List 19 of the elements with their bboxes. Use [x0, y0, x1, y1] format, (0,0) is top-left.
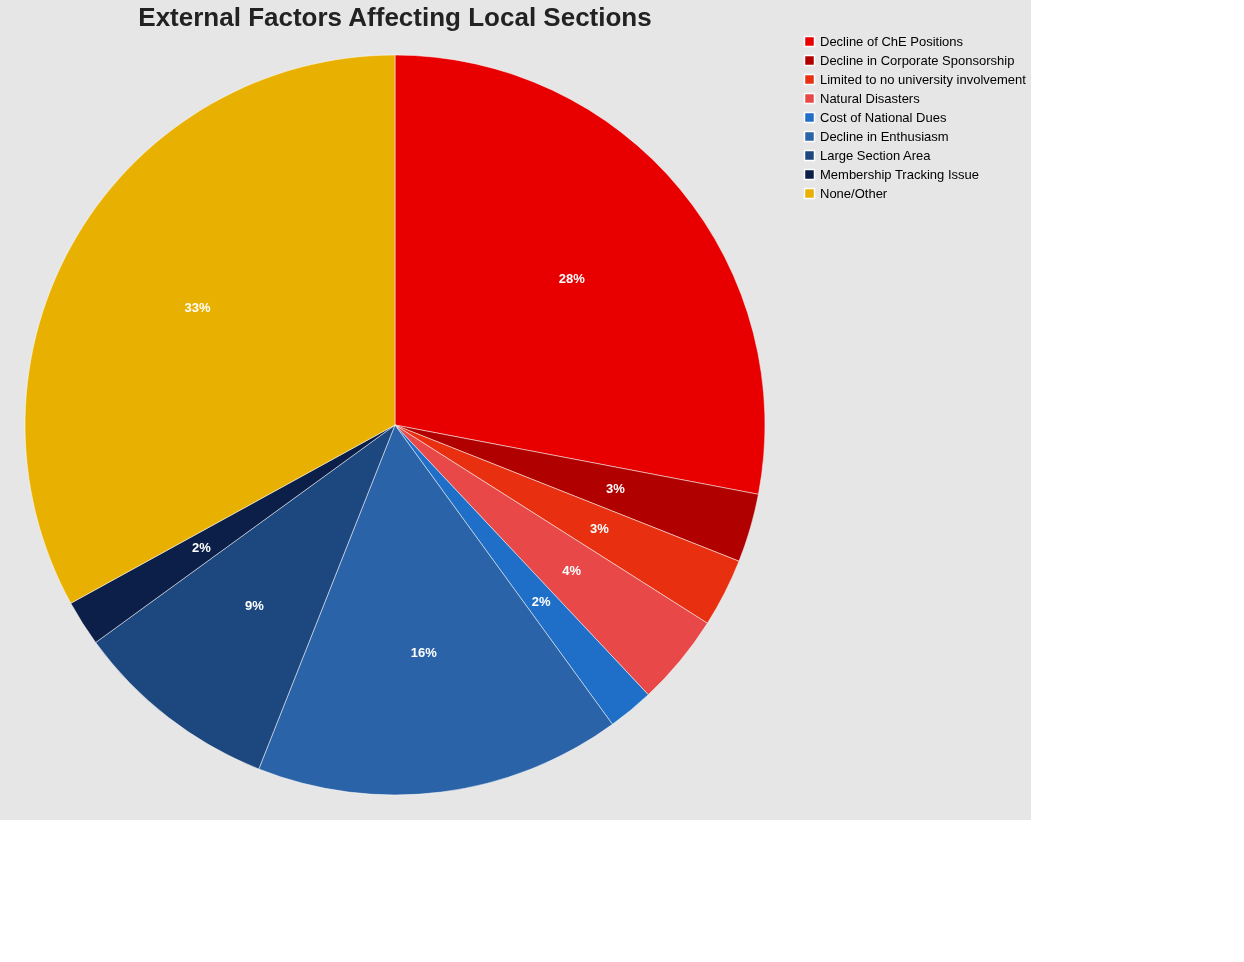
data-label: 4% [562, 563, 582, 579]
data-label: 33% [184, 300, 211, 316]
legend-label: Limited to no university involvement [820, 71, 1027, 87]
legend-label: Decline in Corporate Sponsorship [820, 52, 1015, 68]
data-label: 3% [590, 521, 610, 537]
data-label: 2% [531, 593, 552, 609]
chart-title: External Factors Affecting Local Sections [138, 2, 652, 32]
data-label: 2% [191, 539, 212, 555]
legend-label: Decline of ChE Positions [820, 33, 964, 49]
legend-label: Cost of National Dues [820, 109, 947, 125]
data-label: 28% [558, 270, 586, 286]
data-label: 16% [410, 644, 438, 660]
data-label: 9% [245, 598, 265, 614]
legend-label: Decline in Enthusiasm [820, 128, 949, 144]
legend-label: None/Other [820, 185, 888, 201]
data-label: 3% [605, 481, 626, 496]
legend-label: Natural Disasters [820, 90, 921, 106]
legend-label: Large Section Area [820, 147, 932, 163]
legend-label: Membership Tracking Issue [820, 166, 979, 182]
